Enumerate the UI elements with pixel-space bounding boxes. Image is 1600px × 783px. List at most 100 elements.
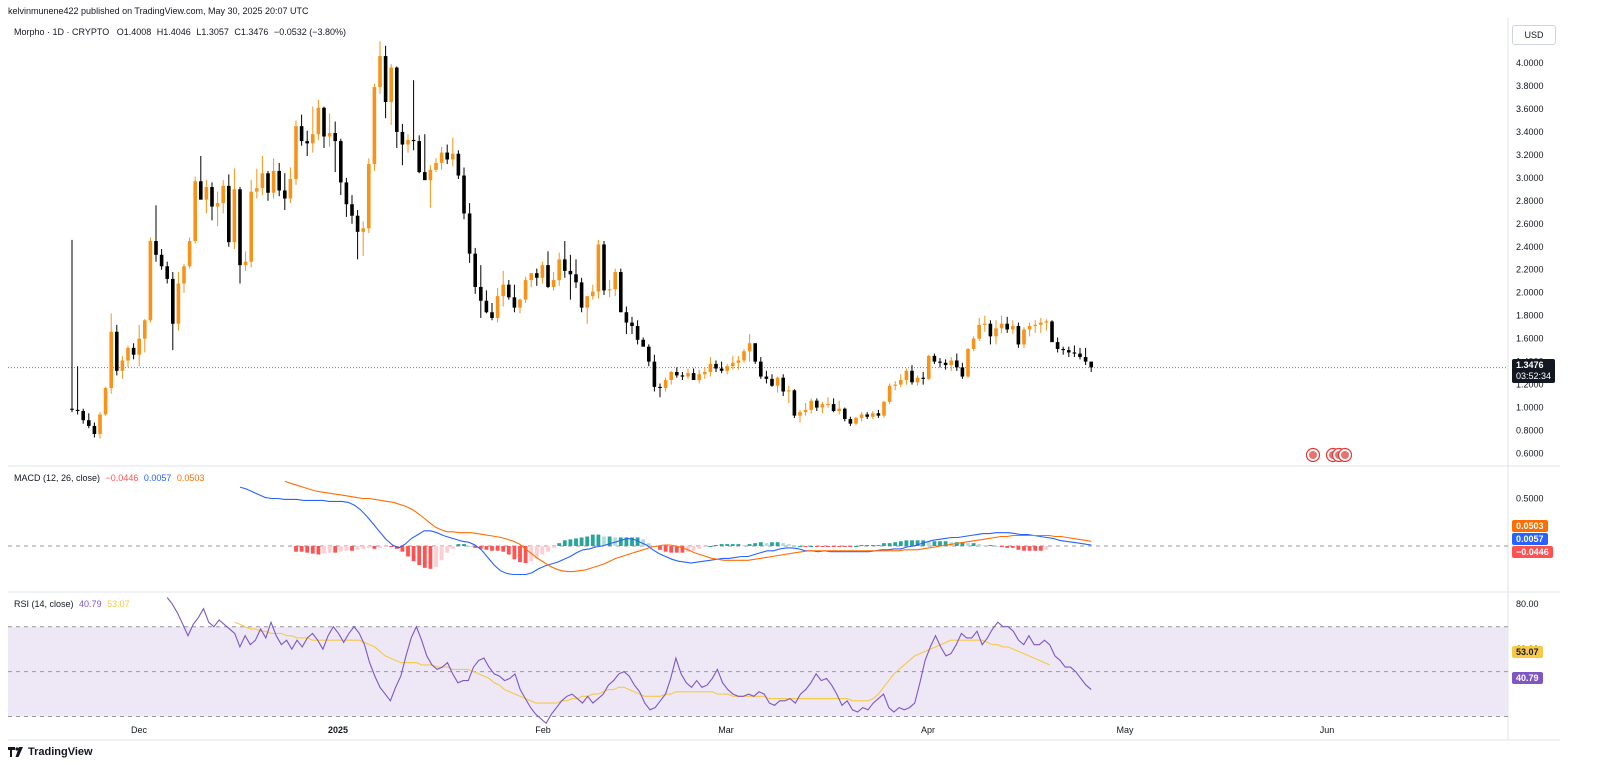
- macd-histogram-bar: [831, 546, 836, 547]
- candle-body: [495, 296, 500, 318]
- candle: [691, 368, 696, 380]
- price-tick-label: 4.0000: [1516, 58, 1544, 68]
- candle: [255, 168, 259, 199]
- macd-histogram-bar: [938, 541, 942, 546]
- candle-body: [652, 361, 657, 387]
- macd-histogram-bar: [753, 543, 758, 546]
- macd-histogram-bar: [574, 538, 578, 546]
- candle: [350, 195, 354, 224]
- candle: [1022, 327, 1026, 348]
- candle: [182, 263, 186, 293]
- candle: [484, 290, 489, 314]
- candle: [383, 45, 388, 119]
- candle-body: [479, 286, 483, 301]
- candle: [803, 402, 808, 416]
- candle-body: [910, 370, 914, 383]
- candle-body: [1005, 323, 1009, 330]
- candle-body: [1050, 321, 1054, 343]
- candle-body: [103, 388, 108, 415]
- candle: [1083, 347, 1088, 366]
- candle: [1044, 319, 1049, 331]
- candle-body: [680, 375, 685, 377]
- candle-body: [596, 244, 601, 292]
- macd-histogram-bar: [400, 546, 405, 552]
- candle: [266, 170, 270, 201]
- candle: [943, 359, 948, 370]
- candle-body: [428, 169, 433, 181]
- time-tick-label: May: [1116, 725, 1134, 735]
- macd-histogram-bar: [602, 536, 606, 546]
- macd-histogram-bar: [854, 546, 858, 547]
- candle-body: [98, 414, 102, 434]
- candle-body: [1083, 357, 1088, 362]
- candle-body: [602, 244, 606, 291]
- macd-histogram-bar: [910, 540, 914, 546]
- macd-histogram-bar: [915, 540, 920, 546]
- candle-body: [490, 312, 494, 318]
- macd-histogram-bar: [607, 536, 612, 546]
- low-value: 1.3057: [201, 27, 229, 37]
- candle-body: [529, 273, 533, 281]
- candle-body: [204, 187, 209, 200]
- time-tick-label: 2025: [328, 725, 348, 735]
- candle-body: [635, 326, 640, 340]
- time-tick-label: Apr: [921, 725, 935, 735]
- macd-histogram-bar: [310, 546, 315, 554]
- candle-body: [927, 355, 931, 379]
- macd-histogram-bar: [960, 542, 965, 546]
- candle-body: [199, 181, 203, 200]
- macd-histogram-bar: [467, 546, 472, 547]
- candle: [322, 106, 326, 148]
- macd-histogram-bar: [512, 546, 517, 560]
- candle: [708, 357, 713, 377]
- candle: [781, 374, 785, 397]
- candle: [1050, 320, 1054, 343]
- macd-histogram-bar: [439, 546, 444, 561]
- candle: [490, 303, 494, 321]
- candle: [260, 156, 265, 196]
- candle: [725, 363, 729, 375]
- candle: [143, 319, 147, 353]
- candle-body: [70, 408, 74, 410]
- candle-body: [187, 241, 192, 267]
- macd-histogram-bar: [646, 543, 651, 546]
- candle-body: [747, 343, 752, 352]
- candle-body: [641, 339, 645, 347]
- candle-body: [372, 87, 377, 165]
- event-flag-icon: [1337, 447, 1353, 463]
- candle-body: [1061, 348, 1065, 351]
- candle-body: [988, 323, 993, 337]
- published-by-line: kelvinmunene422 published on TradingView…: [8, 6, 309, 16]
- candle-body: [607, 289, 612, 291]
- candle-body: [266, 173, 270, 193]
- candle-body: [1039, 322, 1043, 325]
- candle: [456, 150, 461, 179]
- candle-body: [904, 370, 909, 380]
- macd-label: MACD (12, 26, close): [14, 473, 101, 483]
- candle-body: [938, 361, 942, 363]
- macd-histogram-bar: [523, 546, 528, 564]
- candle-body: [820, 404, 825, 408]
- price-tick-label: 1.0000: [1516, 403, 1544, 413]
- candle-body: [171, 278, 175, 324]
- candle: [602, 241, 606, 295]
- candle: [770, 374, 774, 387]
- event-flag-icon: [1305, 447, 1321, 463]
- currency-button[interactable]: USD: [1512, 25, 1556, 45]
- candle: [927, 354, 931, 380]
- candle-body: [445, 152, 449, 160]
- macd-histogram-bar: [568, 539, 573, 546]
- macd-histogram-bar: [999, 546, 1004, 547]
- candle-body: [619, 272, 623, 313]
- macd-histogram-bar: [366, 546, 371, 548]
- candle: [759, 357, 763, 379]
- candle: [227, 174, 231, 247]
- tradingview-footer[interactable]: TradingView: [8, 746, 93, 758]
- macd-histogram-bar: [882, 543, 886, 546]
- candle: [546, 251, 550, 289]
- macd-histogram-bar: [898, 541, 903, 546]
- candle-body: [92, 425, 97, 434]
- candle-body: [1033, 324, 1037, 327]
- candle: [1061, 346, 1065, 355]
